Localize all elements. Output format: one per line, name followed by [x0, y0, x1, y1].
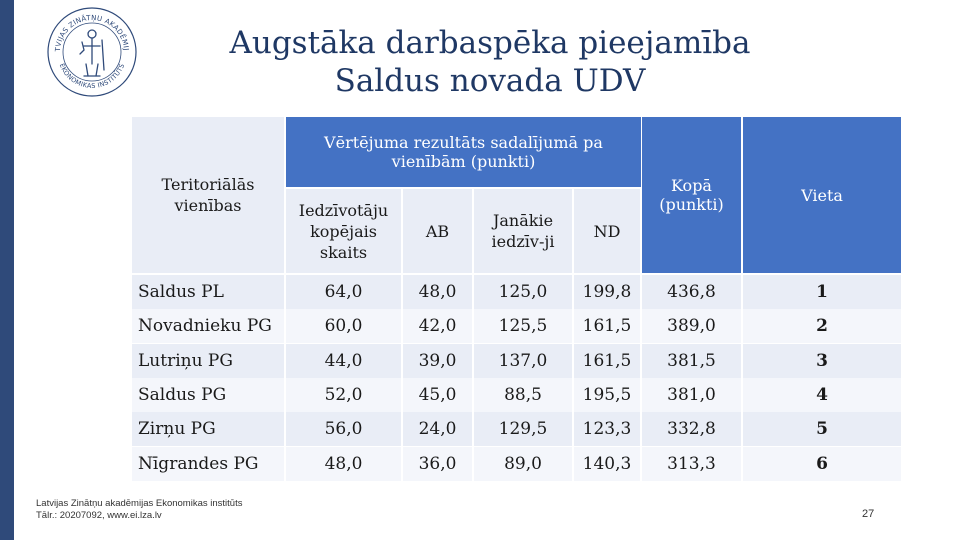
header-sub-3: ND [574, 189, 640, 273]
table-cell: 36,0 [403, 447, 472, 481]
title-line-1: Augstāka darbaspēka pieejamība [229, 25, 751, 61]
header-sub-1: AB [403, 189, 472, 273]
table-cell: 52,0 [286, 378, 401, 412]
table-cell: 137,0 [474, 344, 572, 378]
table-cell: 89,0 [474, 447, 572, 481]
table-cell: 56,0 [286, 412, 401, 446]
table-cell: 88,5 [474, 378, 572, 412]
table-cell-rank: 5 [743, 412, 901, 446]
table-cell: 199,8 [574, 275, 640, 309]
table-cell-rank: 3 [743, 344, 901, 378]
table-cell: 161,5 [574, 309, 640, 343]
table-cell: 161,5 [574, 344, 640, 378]
table-cell-total: 332,8 [642, 412, 741, 446]
table-cell: 45,0 [403, 378, 472, 412]
table-row-name: Novadnieku PG [132, 309, 284, 343]
table-cell-total: 389,0 [642, 309, 741, 343]
header-territory: Teritoriālās vienības [132, 117, 284, 273]
table-cell: 48,0 [286, 447, 401, 481]
header-group: Vērtējuma rezultāts sadalījumā pa vienīb… [286, 117, 641, 187]
footer-line-2: Tālr.: 20207092, www.ei.lza.lv [36, 510, 162, 521]
table-cell: 125,0 [474, 275, 572, 309]
table-cell: 44,0 [286, 344, 401, 378]
table-cell-rank: 6 [743, 447, 901, 481]
table-cell: 42,0 [403, 309, 472, 343]
header-sub-0: Iedzīvotāju kopējais skaits [286, 189, 401, 273]
header-total: Kopā (punkti) [642, 117, 741, 273]
header-sub-2: Janākie iedzīv-ji [474, 189, 572, 273]
table-cell: 195,5 [574, 378, 640, 412]
footer: Latvijas Zinātņu akadēmijas Ekonomikas i… [36, 498, 242, 522]
page-title: Augstāka darbaspēka pieejamība Saldus no… [150, 24, 830, 100]
side-accent-bar [0, 0, 14, 540]
table-cell-rank: 1 [743, 275, 901, 309]
table-row-name: Saldus PL [132, 275, 284, 309]
table-cell-total: 381,0 [642, 378, 741, 412]
table-row-name: Saldus PG [132, 378, 284, 412]
table-cell: 60,0 [286, 309, 401, 343]
table-cell: 140,3 [574, 447, 640, 481]
table-cell: 129,5 [474, 412, 572, 446]
table-cell-total: 313,3 [642, 447, 741, 481]
table-cell: 125,5 [474, 309, 572, 343]
table-row-name: Lutriņu PG [132, 344, 284, 378]
table-row-name: Nīgrandes PG [132, 447, 284, 481]
table-cell: 123,3 [574, 412, 640, 446]
table-row-name: Zirņu PG [132, 412, 284, 446]
institute-seal-logo: LATVIJAS ZINĀTŅU AKADĒMIJAS EKONOMIKAS I… [44, 4, 137, 97]
footer-line-1: Latvijas Zinātņu akadēmijas Ekonomikas i… [36, 498, 243, 509]
table-cell: 64,0 [286, 275, 401, 309]
table-cell: 39,0 [403, 344, 472, 378]
table-cell-rank: 2 [743, 309, 901, 343]
table-cell-rank: 4 [743, 378, 901, 412]
table-cell-total: 381,5 [642, 344, 741, 378]
page-number: 27 [862, 508, 875, 520]
table-cell: 48,0 [403, 275, 472, 309]
title-line-2: Saldus novada UDV [334, 63, 646, 99]
header-rank: Vieta [743, 117, 901, 273]
table-cell: 24,0 [403, 412, 472, 446]
table-cell-total: 436,8 [642, 275, 741, 309]
